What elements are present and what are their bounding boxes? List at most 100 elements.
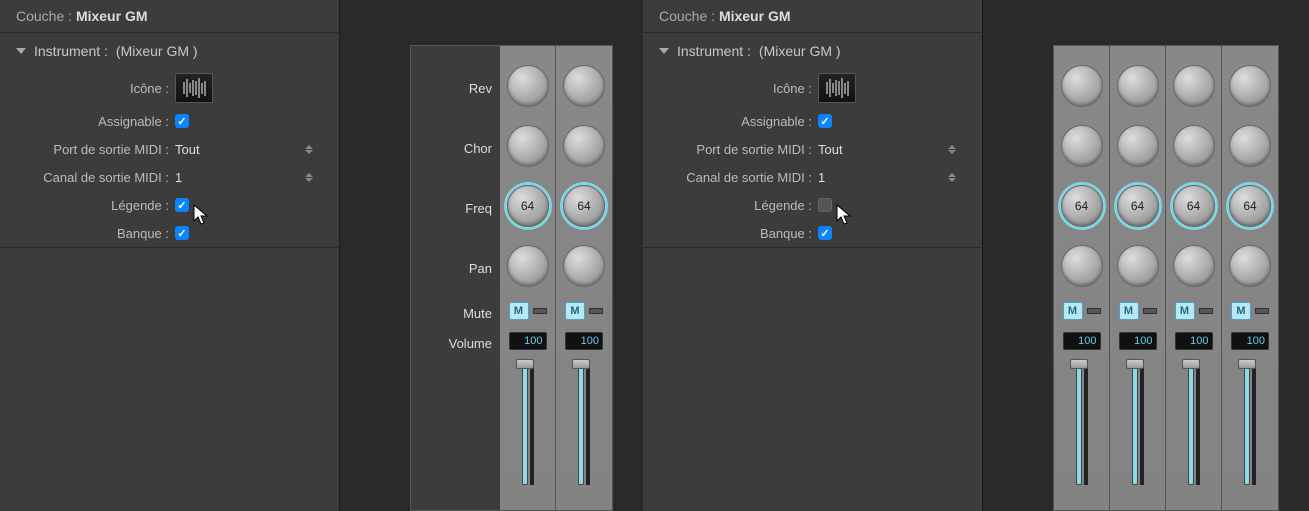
freq-knob[interactable]: 64 — [507, 185, 549, 227]
freq-knob[interactable]: 64 — [563, 185, 605, 227]
legende-checkbox[interactable] — [818, 198, 832, 212]
freq-knob[interactable]: 64 — [1061, 185, 1103, 227]
row-midi-port[interactable]: Port de sortie MIDI : Tout — [0, 135, 339, 163]
row-midi-channel[interactable]: Canal de sortie MIDI : 1 — [643, 163, 982, 191]
instrument-value: (Mixeur GM ) — [759, 43, 841, 59]
rev-knob[interactable] — [1061, 65, 1103, 107]
icon-picker[interactable] — [818, 73, 856, 103]
mixer-row-labels: Rev Chor Freq Pan Mute Volume — [410, 45, 500, 511]
layer-label: Couche : — [16, 8, 72, 24]
channel-strip: 64 M 100 — [1166, 46, 1222, 510]
row-legende: Légende : ✓ — [0, 191, 339, 219]
rev-knob[interactable] — [507, 65, 549, 107]
label-chor: Chor — [411, 118, 500, 178]
spacer — [983, 0, 1053, 511]
layer-header: Couche : Mixeur GM — [643, 0, 982, 33]
mute-button[interactable]: M — [565, 302, 585, 320]
chor-knob[interactable] — [1061, 125, 1103, 167]
inspector-right: Couche : Mixeur GM Instrument : (Mixeur … — [643, 0, 983, 511]
freq-knob[interactable]: 64 — [1117, 185, 1159, 227]
solo-indicator — [1143, 308, 1157, 314]
rev-knob[interactable] — [563, 65, 605, 107]
solo-indicator — [533, 308, 547, 314]
assignable-checkbox[interactable]: ✓ — [175, 114, 189, 128]
legende-label: Légende : — [0, 198, 175, 213]
pan-knob[interactable] — [1173, 245, 1215, 287]
row-midi-port[interactable]: Port de sortie MIDI : Tout — [643, 135, 982, 163]
rev-knob[interactable] — [1173, 65, 1215, 107]
volume-readout: 100 — [1063, 332, 1101, 350]
assignable-checkbox[interactable]: ✓ — [818, 114, 832, 128]
layer-label: Couche : — [659, 8, 715, 24]
icone-label: Icône : — [643, 81, 818, 96]
pan-knob[interactable] — [507, 245, 549, 287]
chevron-down-icon — [16, 48, 26, 54]
channel-strip: 64 M 100 — [1110, 46, 1166, 510]
legende-checkbox[interactable]: ✓ — [175, 198, 189, 212]
midi-channel-label: Canal de sortie MIDI : — [0, 170, 175, 185]
solo-indicator — [1255, 308, 1269, 314]
left-panel: Couche : Mixeur GM Instrument : (Mixeur … — [0, 0, 613, 511]
level-meter — [530, 360, 534, 485]
volume-fader[interactable] — [1244, 360, 1250, 485]
instrument-disclosure[interactable]: Instrument : (Mixeur GM ) — [643, 33, 982, 69]
volume-readout: 100 — [1119, 332, 1157, 350]
instrument-value: (Mixeur GM ) — [116, 43, 198, 59]
stepper-icon — [305, 145, 313, 154]
channel-strip: 64 M 100 — [1054, 46, 1110, 510]
layer-value: Mixeur GM — [76, 8, 148, 24]
spacer — [340, 0, 410, 511]
mixer-right: 64 M 100 64 M 100 64 M 100 — [1053, 0, 1279, 511]
chor-knob[interactable] — [507, 125, 549, 167]
rev-knob[interactable] — [1229, 65, 1271, 107]
rev-knob[interactable] — [1117, 65, 1159, 107]
row-icone: Icône : — [0, 69, 339, 107]
level-meter — [586, 360, 590, 485]
label-mute: Mute — [411, 298, 500, 328]
chor-knob[interactable] — [1173, 125, 1215, 167]
volume-fader[interactable] — [1188, 360, 1194, 485]
icone-label: Icône : — [0, 81, 175, 96]
mute-button[interactable]: M — [1231, 302, 1251, 320]
banque-checkbox[interactable]: ✓ — [175, 226, 189, 240]
volume-readout: 100 — [509, 332, 547, 350]
freq-knob[interactable]: 64 — [1229, 185, 1271, 227]
assignable-label: Assignable : — [643, 114, 818, 129]
chor-knob[interactable] — [1229, 125, 1271, 167]
mixer-strips: 64 M 100 64 M 100 64 M 100 — [1053, 45, 1279, 511]
volume-fader[interactable] — [1132, 360, 1138, 485]
channel-strip: 64 M 100 — [1222, 46, 1278, 510]
knob-value: 64 — [521, 199, 534, 213]
chevron-down-icon — [659, 48, 669, 54]
row-midi-channel[interactable]: Canal de sortie MIDI : 1 — [0, 163, 339, 191]
midi-port-label: Port de sortie MIDI : — [643, 142, 818, 157]
label-volume: Volume — [411, 328, 500, 358]
instrument-disclosure[interactable]: Instrument : (Mixeur GM ) — [0, 33, 339, 69]
midi-channel-value: 1 — [818, 170, 825, 185]
pan-knob[interactable] — [1229, 245, 1271, 287]
mute-button[interactable]: M — [509, 302, 529, 320]
instrument-section: Instrument : (Mixeur GM ) Icône : — [0, 33, 339, 248]
chor-knob[interactable] — [563, 125, 605, 167]
mute-button[interactable]: M — [1063, 302, 1083, 320]
row-assignable: Assignable : ✓ — [643, 107, 982, 135]
row-banque: Banque : ✓ — [643, 219, 982, 247]
midi-port-value: Tout — [818, 142, 843, 157]
knob-value: 64 — [1187, 199, 1200, 213]
pan-knob[interactable] — [1117, 245, 1159, 287]
pan-knob[interactable] — [563, 245, 605, 287]
assignable-label: Assignable : — [0, 114, 175, 129]
volume-fader[interactable] — [1076, 360, 1082, 485]
instrument-label: Instrument : — [677, 43, 751, 59]
freq-knob[interactable]: 64 — [1173, 185, 1215, 227]
chor-knob[interactable] — [1117, 125, 1159, 167]
volume-fader[interactable] — [522, 360, 528, 485]
mute-button[interactable]: M — [1175, 302, 1195, 320]
volume-readout: 100 — [565, 332, 603, 350]
solo-indicator — [1087, 308, 1101, 314]
mute-button[interactable]: M — [1119, 302, 1139, 320]
icon-picker[interactable] — [175, 73, 213, 103]
pan-knob[interactable] — [1061, 245, 1103, 287]
volume-fader[interactable] — [578, 360, 584, 485]
banque-checkbox[interactable]: ✓ — [818, 226, 832, 240]
